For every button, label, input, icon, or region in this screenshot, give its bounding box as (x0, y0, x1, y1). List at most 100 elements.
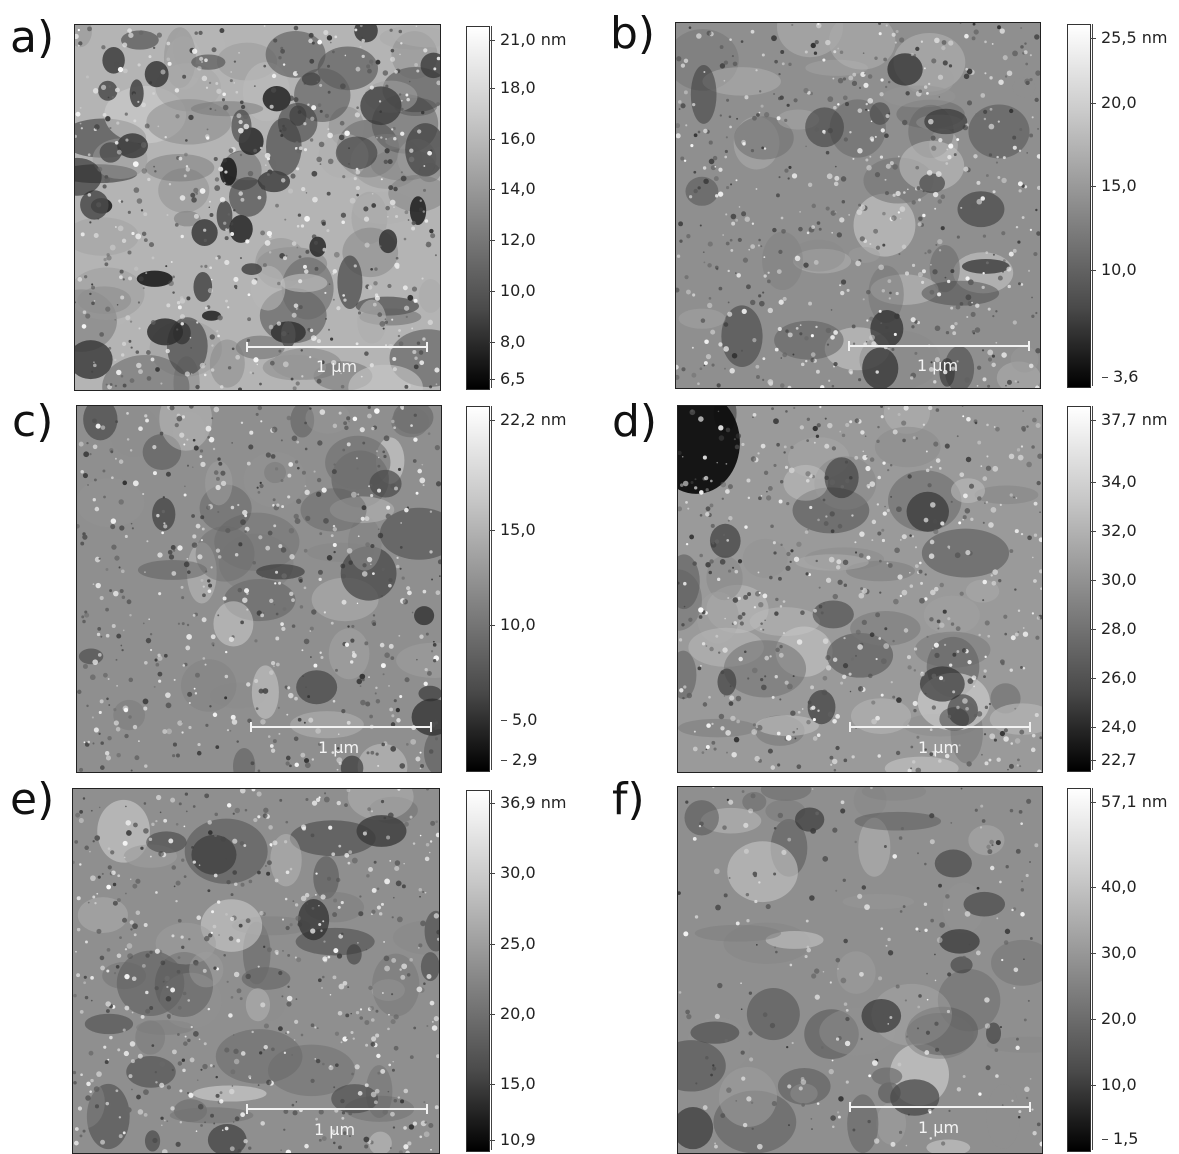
panel-letter-d: d) (612, 396, 658, 447)
colorbar-d-tick-label: 34,0 (1101, 472, 1137, 491)
scale-bar-label-a: 1 μm (316, 357, 358, 376)
colorbar-c-tick-label: 15,0 (500, 520, 536, 539)
colorbar-tick (489, 625, 495, 626)
colorbar-tick (489, 803, 495, 804)
afm-image-b (675, 22, 1041, 389)
colorbar-c-tick-label: 2,9 (512, 750, 538, 769)
colorbar-tick (489, 1084, 495, 1085)
colorbar-c-tick-label: 10,0 (500, 615, 536, 634)
colorbar-tick (489, 944, 495, 945)
colorbar-b-tick-label: 20,0 (1101, 93, 1137, 112)
colorbar-f (1067, 788, 1091, 1152)
colorbar-f-tick-label: 57,1 nm (1101, 792, 1168, 811)
colorbar-tick (1090, 727, 1096, 728)
colorbar-d-tick-label: 28,0 (1101, 619, 1137, 638)
colorbar-e-tick-label: 25,0 (500, 934, 536, 953)
colorbar-tick (489, 530, 495, 531)
colorbar-tick (1090, 802, 1096, 803)
colorbar-b-tick-label: 15,0 (1101, 176, 1137, 195)
colorbar-tick (1102, 377, 1108, 378)
colorbar-tick (1090, 678, 1096, 679)
colorbar-b-tick-label: 3,6 (1113, 367, 1139, 386)
colorbar-tick (1090, 760, 1096, 761)
colorbar-tick (1090, 1019, 1096, 1020)
colorbar-tick (501, 720, 507, 721)
colorbar-a-tick-label: 8,0 (500, 332, 526, 351)
colorbar-a-tick-label: 6,5 (500, 369, 526, 388)
colorbar-a-tick-label: 21,0 nm (500, 30, 567, 49)
colorbar-tick (1090, 531, 1096, 532)
colorbar-axis (491, 406, 492, 770)
colorbar-c (466, 406, 490, 772)
colorbar-tick (1090, 953, 1096, 954)
colorbar-a-tick-label: 10,0 (500, 281, 536, 300)
colorbar-tick (1090, 186, 1096, 187)
colorbar-tick (489, 420, 495, 421)
afm-image-d (677, 405, 1043, 773)
panel-letter-e: e) (10, 774, 55, 825)
colorbar-a-tick-label: 18,0 (500, 78, 536, 97)
colorbar-axis (1092, 406, 1093, 770)
panel-letter-c: c) (12, 396, 54, 447)
colorbar-tick (1090, 887, 1096, 888)
colorbar-axis (491, 790, 492, 1150)
afm-image-e (72, 788, 440, 1154)
colorbar-a-tick-label: 14,0 (500, 179, 536, 198)
colorbar-tick (1090, 482, 1096, 483)
colorbar-tick (489, 291, 495, 292)
colorbar-tick (489, 873, 495, 874)
panel-letter-b: b) (610, 8, 656, 59)
scale-bar-c (250, 722, 432, 732)
colorbar-e-tick-label: 30,0 (500, 863, 536, 882)
colorbar-tick (489, 379, 495, 380)
colorbar-tick (1090, 629, 1096, 630)
colorbar-b-tick-label: 10,0 (1101, 260, 1137, 279)
afm-image-a (74, 24, 441, 391)
colorbar-d-tick-label: 26,0 (1101, 668, 1137, 687)
colorbar-axis (491, 26, 492, 388)
colorbar-tick (489, 40, 495, 41)
colorbar-e-tick-label: 36,9 nm (500, 793, 567, 812)
colorbar-tick (1090, 103, 1096, 104)
colorbar-a-tick-label: 12,0 (500, 230, 536, 249)
afm-image-c (76, 405, 442, 773)
colorbar-tick (1090, 270, 1096, 271)
panel-letter-f: f) (612, 774, 645, 825)
scale-bar-label-d: 1 μm (918, 738, 960, 757)
scale-bar-d (849, 722, 1031, 732)
colorbar-e (466, 790, 490, 1152)
colorbar-tick (1090, 420, 1096, 421)
colorbar-tick (1090, 1085, 1096, 1086)
colorbar-axis (1092, 24, 1093, 386)
colorbar-e-tick-label: 15,0 (500, 1074, 536, 1093)
colorbar-a-tick-label: 16,0 (500, 129, 536, 148)
colorbar-tick (1090, 580, 1096, 581)
afm-image-f (677, 786, 1043, 1154)
scale-bar-b (848, 341, 1030, 351)
colorbar-d-tick-label: 24,0 (1101, 717, 1137, 736)
colorbar-c-tick-label: 22,2 nm (500, 410, 567, 429)
colorbar-tick (489, 1014, 495, 1015)
colorbar-e-tick-label: 20,0 (500, 1004, 536, 1023)
colorbar-d-tick-label: 37,7 nm (1101, 410, 1168, 429)
colorbar-d-tick-label: 32,0 (1101, 521, 1137, 540)
colorbar-tick (489, 88, 495, 89)
colorbar-e-tick-label: 10,9 (500, 1130, 536, 1149)
colorbar-b-tick-label: 25,5 nm (1101, 28, 1168, 47)
colorbar-f-tick-label: 10,0 (1101, 1075, 1137, 1094)
colorbar-a (466, 26, 490, 390)
colorbar-tick (1090, 38, 1096, 39)
colorbar-f-tick-label: 40,0 (1101, 877, 1137, 896)
colorbar-tick (489, 342, 495, 343)
colorbar-b (1067, 24, 1091, 388)
scale-bar-label-e: 1 μm (314, 1120, 356, 1139)
colorbar-tick (489, 240, 495, 241)
scale-bar-e (246, 1104, 428, 1114)
colorbar-axis (1092, 788, 1093, 1150)
colorbar-f-tick-label: 20,0 (1101, 1009, 1137, 1028)
colorbar-f-tick-label: 30,0 (1101, 943, 1137, 962)
colorbar-tick (501, 760, 507, 761)
colorbar-c-tick-label: 5,0 (512, 710, 538, 729)
scale-bar-label-b: 1 μm (917, 356, 959, 375)
colorbar-d-tick-label: 30,0 (1101, 570, 1137, 589)
